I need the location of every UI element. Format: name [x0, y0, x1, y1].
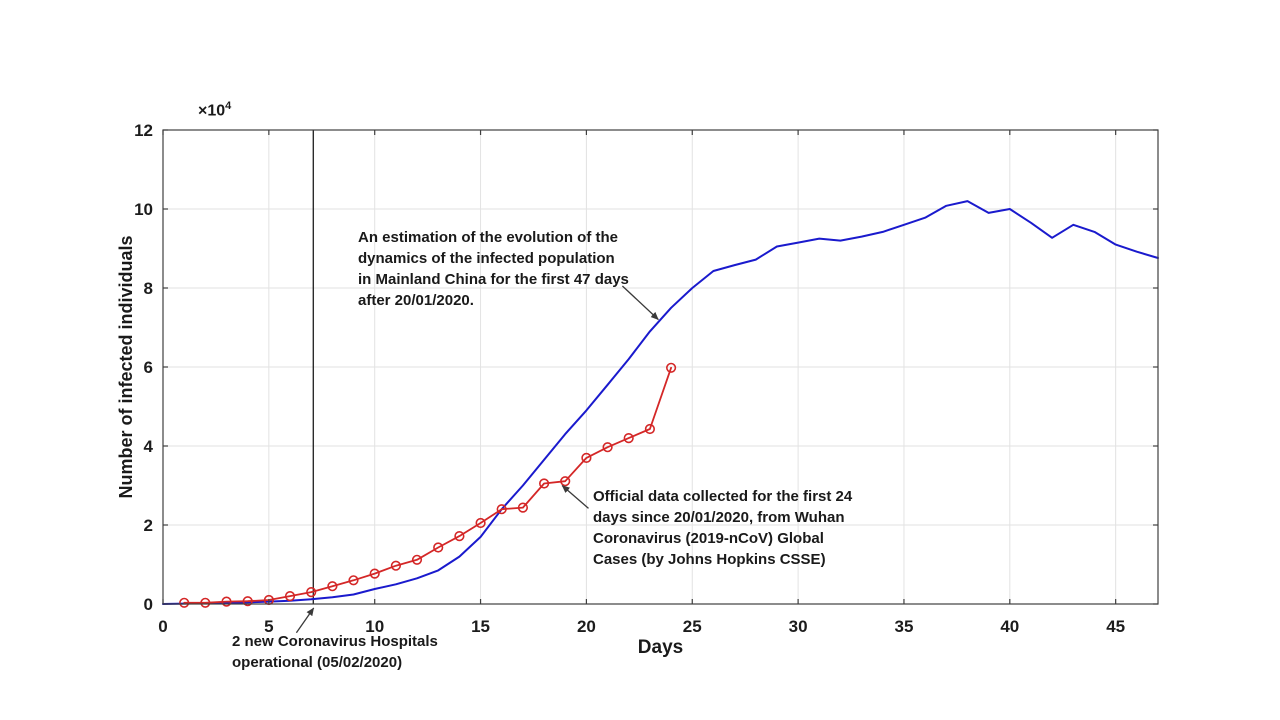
y-tick-label: 8	[144, 279, 153, 298]
y-tick-label: 6	[144, 358, 153, 377]
official-data-marker	[665, 362, 677, 373]
annotation-official-data: Official data collected for the first 24…	[593, 486, 852, 570]
x-tick-label: 40	[1000, 617, 1019, 636]
official-data-marker	[623, 433, 634, 444]
annotation-line: Cases (by Johns Hopkins CSSE)	[593, 551, 826, 568]
annotation-line: in Mainland China for the first 47 days	[358, 271, 629, 288]
y-tick-label: 12	[134, 121, 153, 140]
annotation-line: Official data collected for the first 24	[593, 488, 853, 505]
official-data-marker	[369, 568, 380, 579]
y-axis-label: Number of infected individuals	[116, 235, 136, 499]
official-data-marker	[327, 581, 338, 592]
y-axis-multiplier-exponent: 4	[225, 100, 232, 112]
official-data-marker	[475, 517, 486, 529]
official-data-marker	[242, 596, 253, 607]
official-data-marker	[496, 504, 507, 515]
x-tick-label: 20	[577, 617, 596, 636]
x-tick-label: 25	[683, 617, 702, 636]
official-data-marker	[433, 542, 444, 553]
x-tick-label: 30	[789, 617, 808, 636]
official-data-marker	[179, 597, 190, 608]
annotation-line: dynamics of the infected population	[358, 250, 615, 267]
official-data-marker	[538, 478, 550, 489]
official-data-marker	[390, 560, 402, 571]
y-axis-multiplier: ×104	[198, 100, 231, 120]
annotation-line: days since 20/01/2020, from Wuhan	[593, 509, 845, 526]
estimation-note-arrow	[621, 285, 659, 321]
estimation-line	[162, 200, 1159, 605]
official-data-marker	[284, 590, 296, 602]
x-tick-label: 0	[158, 617, 167, 636]
official-data-marker	[306, 586, 317, 598]
annotation-estimation: An estimation of the evolution of the dy…	[358, 227, 629, 311]
official-data-marker	[221, 596, 232, 607]
y-tick-label: 0	[144, 595, 153, 614]
official-data-marker	[454, 530, 465, 542]
y-axis-multiplier-base: ×10	[198, 102, 226, 120]
x-tick-label: 45	[1106, 617, 1125, 636]
x-tick-label: 35	[894, 617, 913, 636]
official-data-marker	[411, 554, 423, 565]
y-tick-label: 4	[144, 437, 154, 456]
y-tick-label: 2	[144, 516, 153, 535]
annotation-line: Coronavirus (2019-nCoV) Global	[593, 530, 824, 547]
official-data-marker	[200, 597, 211, 608]
annotation-line: after 20/01/2020.	[358, 292, 474, 309]
x-tick-label: 5	[264, 617, 273, 636]
official-data-marker	[581, 452, 592, 464]
annotation-line: operational (05/02/2020)	[232, 654, 403, 671]
x-axis-label: Days	[637, 637, 684, 658]
annotation-line: 2 new Coronavirus Hospitals	[232, 633, 438, 650]
y-tick-label: 10	[134, 200, 153, 219]
official-data-marker	[348, 575, 359, 586]
official-data-marker	[517, 502, 529, 513]
annotation-line: An estimation of the evolution of the	[358, 229, 618, 246]
official-data-marker	[644, 423, 656, 435]
x-tick-label: 15	[471, 617, 490, 636]
official-data-marker	[602, 442, 613, 453]
x-tick-label: 10	[365, 617, 384, 636]
official-data-note-arrow	[561, 485, 589, 509]
hospitals-note-arrow	[295, 607, 315, 634]
annotation-hospitals: 2 new Coronavirus Hospitals operational …	[232, 631, 438, 673]
